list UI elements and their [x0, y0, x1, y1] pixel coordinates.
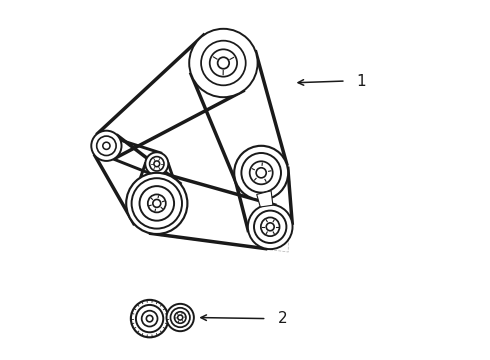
Circle shape	[248, 204, 293, 249]
Polygon shape	[235, 168, 292, 230]
Polygon shape	[98, 35, 243, 158]
Polygon shape	[257, 191, 273, 207]
Circle shape	[167, 304, 194, 331]
Text: 2: 2	[277, 311, 287, 326]
Polygon shape	[150, 174, 275, 249]
Polygon shape	[95, 136, 180, 224]
Circle shape	[189, 29, 258, 97]
Text: 1: 1	[357, 73, 366, 89]
Polygon shape	[191, 52, 287, 181]
Circle shape	[131, 300, 169, 337]
Circle shape	[234, 146, 288, 200]
Polygon shape	[103, 137, 161, 175]
Polygon shape	[132, 164, 182, 203]
Circle shape	[145, 152, 169, 175]
Circle shape	[126, 173, 187, 234]
Circle shape	[91, 131, 122, 161]
